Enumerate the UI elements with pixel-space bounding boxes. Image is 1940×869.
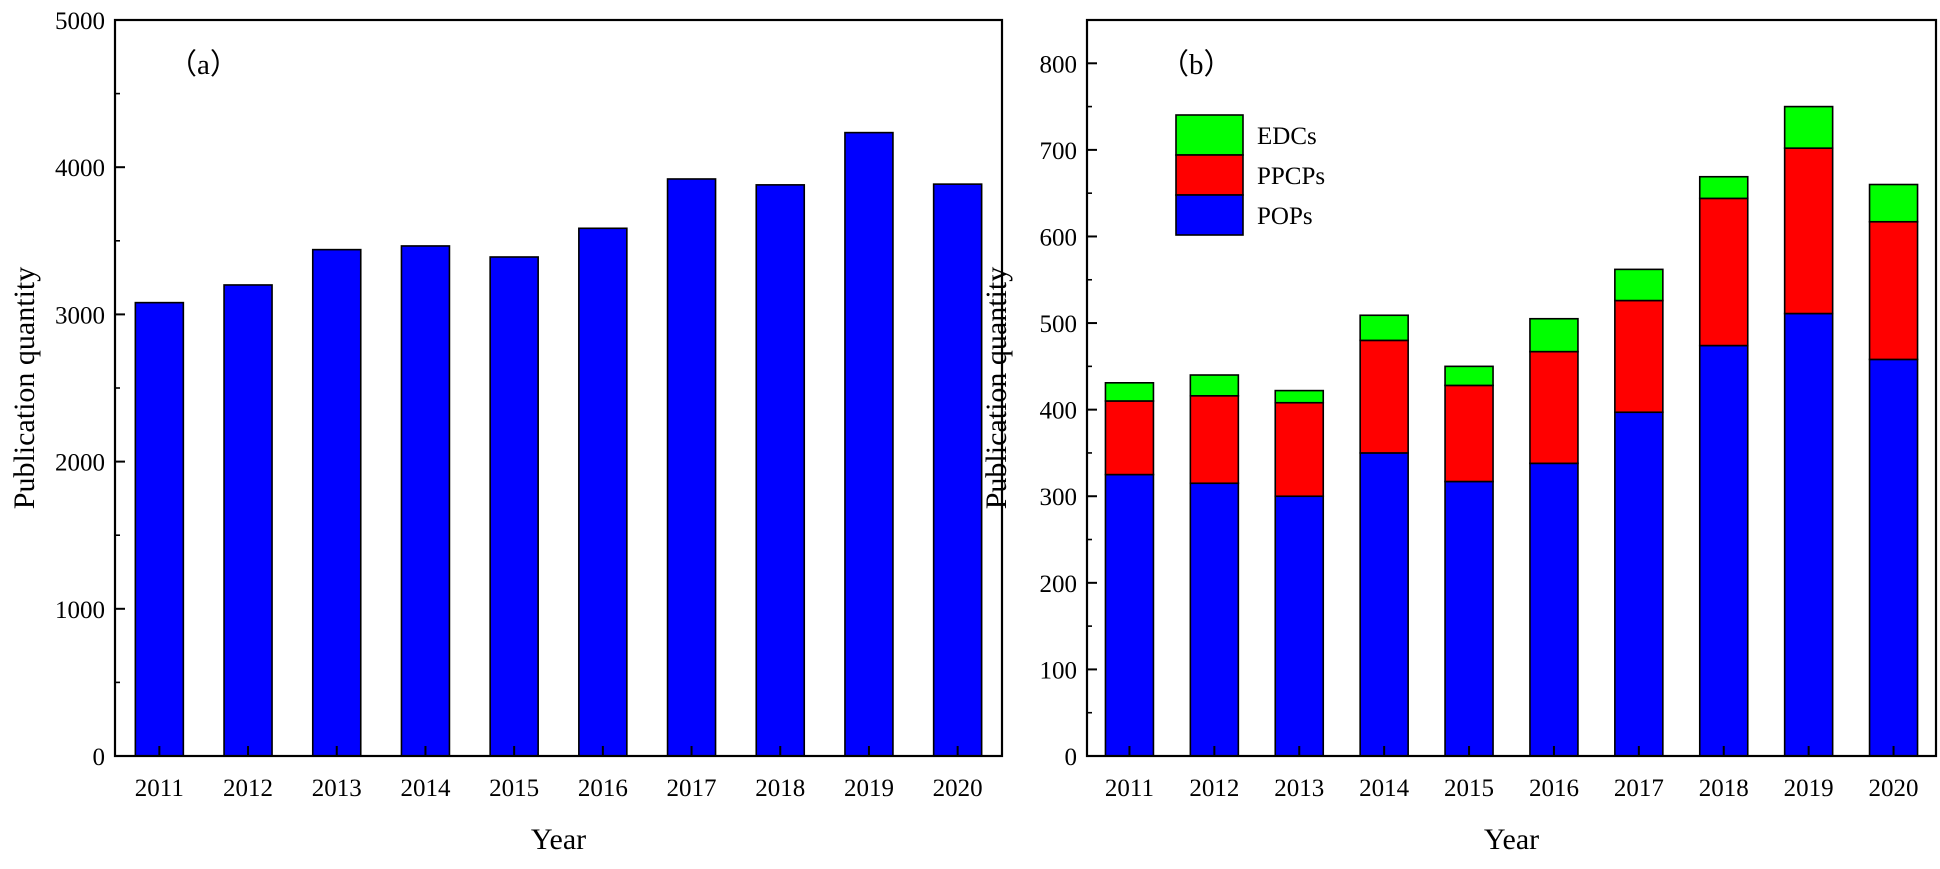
bar-edcs-2016 — [1529, 317, 1579, 353]
y-axis-title: Publication quantity — [980, 267, 1013, 509]
bar-ppcps-2014 — [1359, 339, 1409, 454]
x-tick-label: 2017 — [1614, 775, 1664, 802]
bar-pops-2019 — [1783, 312, 1834, 757]
y-tick-label: 2000 — [55, 450, 105, 477]
bar-publications-2011 — [134, 301, 185, 757]
bar-publications-2015 — [489, 256, 539, 757]
x-tick-label: 2016 — [578, 775, 628, 802]
bar-ppcps-2020 — [1868, 220, 1919, 361]
bar-publications-2013 — [311, 248, 362, 757]
x-tick-label: 2018 — [755, 775, 805, 802]
bar-publications-2017 — [666, 178, 717, 757]
bar-ppcps-2011 — [1104, 400, 1155, 476]
legend-label-ppcps: PPCPs — [1257, 163, 1325, 190]
x-tick-label: 2011 — [135, 775, 184, 802]
x-tick-label: 2013 — [1274, 775, 1324, 802]
legend-swatch-pops — [1175, 194, 1244, 236]
bar-publications-2018 — [755, 184, 806, 757]
bar-publications-2019 — [844, 131, 894, 757]
x-tick-label: 2011 — [1105, 775, 1154, 802]
panel-label: （a） — [168, 49, 239, 81]
bar-publications-2014 — [400, 245, 451, 757]
bar-ppcps-2015 — [1444, 384, 1494, 483]
bar-edcs-2013 — [1274, 389, 1325, 404]
y-tick-label: 700 — [1040, 138, 1078, 165]
y-tick-label: 300 — [1040, 484, 1078, 511]
bar-pops-2016 — [1529, 462, 1579, 757]
bar-edcs-2012 — [1189, 374, 1240, 397]
x-tick-label: 2018 — [1699, 775, 1749, 802]
x-tick-label: 2020 — [1869, 775, 1919, 802]
y-tick-label: 400 — [1040, 398, 1078, 425]
x-tick-label: 2019 — [1784, 775, 1834, 802]
y-tick-label: 500 — [1040, 311, 1078, 338]
bar-ppcps-2018 — [1698, 197, 1749, 347]
bar-edcs-2014 — [1359, 314, 1409, 342]
x-axis-title: Year — [1484, 823, 1539, 856]
x-tick-label: 2015 — [1444, 775, 1494, 802]
panel-b: 0 100 200 300 400 500 600 700 800 2011 2012 2013 201… — [980, 18, 1938, 856]
bar-edcs-2017 — [1614, 268, 1664, 302]
bar-ppcps-2019 — [1783, 147, 1834, 315]
legend-label-edcs: EDCs — [1257, 123, 1317, 150]
bar-ppcps-2012 — [1189, 394, 1240, 485]
bar-pops-2011 — [1104, 473, 1155, 757]
x-tick-label: 2012 — [223, 775, 273, 802]
bar-edcs-2011 — [1104, 382, 1155, 402]
x-tick-label: 2019 — [844, 775, 894, 802]
x-tick-label: 2013 — [312, 775, 362, 802]
y-tick-label: 5000 — [55, 8, 105, 35]
legend-swatch-edcs — [1175, 114, 1244, 156]
y-tick-label: 0 — [93, 744, 106, 771]
x-tick-label: 2016 — [1529, 775, 1579, 802]
bar-ppcps-2013 — [1274, 401, 1325, 498]
bar-edcs-2015 — [1444, 365, 1494, 387]
bar-pops-2018 — [1698, 344, 1749, 757]
bar-ppcps-2017 — [1614, 299, 1664, 414]
bar-ppcps-2016 — [1529, 350, 1579, 465]
x-tick-label: 2015 — [489, 775, 539, 802]
y-axis-title: Publication quantity — [8, 267, 41, 509]
panel-a: 0 1000 2000 3000 4000 5000 2011 2012 2013 2014 201… — [8, 8, 1004, 856]
y-tick-label: 800 — [1040, 51, 1078, 78]
legend-label-pops: POPs — [1257, 203, 1313, 230]
bar-publications-2012 — [223, 284, 273, 757]
y-tick-label: 600 — [1040, 224, 1078, 251]
y-tick-label: 200 — [1040, 571, 1078, 598]
bar-pops-2012 — [1189, 482, 1240, 757]
panel-label: （b） — [1160, 49, 1233, 81]
x-tick-label: 2020 — [933, 775, 983, 802]
x-axis-title: Year — [531, 823, 586, 856]
bar-pops-2013 — [1274, 495, 1325, 757]
plot-frame — [1085, 18, 1938, 758]
legend: EDCs PPCPs POPs — [1175, 114, 1325, 236]
bar-pops-2020 — [1868, 358, 1919, 757]
legend-swatch-ppcps — [1175, 154, 1244, 196]
bar-edcs-2020 — [1868, 183, 1919, 223]
bar-edcs-2018 — [1698, 175, 1749, 200]
y-tick-label: 3000 — [55, 302, 105, 329]
bar-pops-2014 — [1359, 452, 1409, 757]
bar-publications-2020 — [932, 183, 983, 757]
bar-pops-2015 — [1444, 480, 1494, 757]
y-tick-label: 0 — [1065, 744, 1078, 771]
x-tick-label: 2014 — [1359, 775, 1410, 802]
x-tick-label: 2014 — [400, 775, 451, 802]
bar-pops-2017 — [1614, 411, 1664, 757]
x-tick-label: 2012 — [1189, 775, 1239, 802]
y-tick-label: 4000 — [55, 155, 105, 182]
y-tick-label: 100 — [1040, 657, 1078, 684]
bar-publications-2016 — [578, 227, 628, 757]
bar-edcs-2019 — [1783, 105, 1834, 149]
y-tick-label: 1000 — [55, 597, 105, 624]
x-tick-label: 2017 — [667, 775, 717, 802]
